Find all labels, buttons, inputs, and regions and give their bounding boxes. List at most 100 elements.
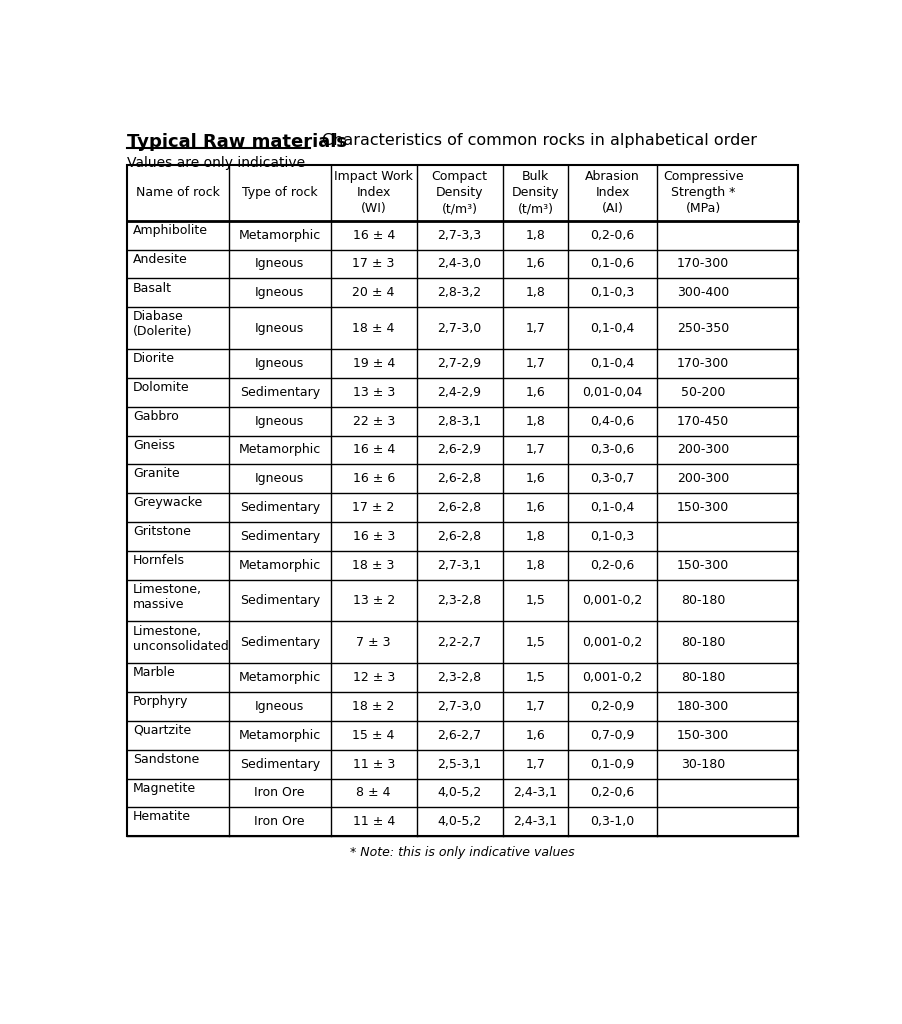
Text: Marble: Marble (133, 667, 176, 679)
Text: Igneous: Igneous (255, 356, 304, 370)
Text: 0,001-0,2: 0,001-0,2 (583, 671, 643, 684)
Text: 11 ± 3: 11 ± 3 (353, 758, 395, 771)
Text: 30-180: 30-180 (681, 758, 725, 771)
Text: Hornfels: Hornfels (133, 554, 185, 567)
Text: Magnetite: Magnetite (133, 781, 196, 795)
Text: Sedimentary: Sedimentary (240, 386, 320, 398)
Text: 15 ± 4: 15 ± 4 (353, 729, 395, 741)
Text: 1,8: 1,8 (526, 228, 546, 242)
Text: 2,7-3,1: 2,7-3,1 (437, 559, 482, 572)
Text: 17 ± 2: 17 ± 2 (353, 501, 395, 514)
Text: Gabbro: Gabbro (133, 410, 179, 423)
Text: 4,0-5,2: 4,0-5,2 (437, 786, 482, 800)
Text: 0,1-0,9: 0,1-0,9 (591, 758, 635, 771)
Text: 1,7: 1,7 (526, 356, 546, 370)
Text: 1,5: 1,5 (526, 594, 546, 607)
Text: 1,6: 1,6 (526, 472, 546, 485)
Text: 170-300: 170-300 (677, 356, 730, 370)
Text: Granite: Granite (133, 467, 179, 480)
Text: Igneous: Igneous (255, 287, 304, 299)
Text: 18 ± 4: 18 ± 4 (353, 322, 395, 335)
Text: Metamorphic: Metamorphic (239, 228, 321, 242)
Text: 16 ± 4: 16 ± 4 (353, 228, 395, 242)
Text: 0,4-0,6: 0,4-0,6 (591, 415, 635, 428)
Text: 150-300: 150-300 (677, 559, 730, 572)
Text: Typical Raw materials: Typical Raw materials (126, 133, 346, 151)
Text: 2,8-3,2: 2,8-3,2 (437, 287, 482, 299)
Text: 1,6: 1,6 (526, 501, 546, 514)
Text: Igneous: Igneous (255, 257, 304, 270)
Text: 150-300: 150-300 (677, 501, 730, 514)
Text: 16 ± 4: 16 ± 4 (353, 443, 395, 457)
Text: 19 ± 4: 19 ± 4 (353, 356, 395, 370)
Text: 2,7-2,9: 2,7-2,9 (437, 356, 482, 370)
Text: Gneiss: Gneiss (133, 438, 175, 452)
Text: 0,001-0,2: 0,001-0,2 (583, 636, 643, 649)
Text: 2,3-2,8: 2,3-2,8 (437, 671, 482, 684)
Text: Characteristics of common rocks in alphabetical order: Characteristics of common rocks in alpha… (321, 133, 757, 147)
Text: 0,1-0,4: 0,1-0,4 (591, 356, 635, 370)
Text: 0,1-0,4: 0,1-0,4 (591, 501, 635, 514)
Text: 17 ± 3: 17 ± 3 (353, 257, 395, 270)
Text: 4,0-5,2: 4,0-5,2 (437, 815, 482, 828)
Text: 1,8: 1,8 (526, 415, 546, 428)
Text: Sedimentary: Sedimentary (240, 530, 320, 543)
Text: 0,1-0,3: 0,1-0,3 (591, 287, 635, 299)
Text: 0,3-0,7: 0,3-0,7 (591, 472, 635, 485)
Text: 16 ± 6: 16 ± 6 (353, 472, 395, 485)
Text: 18 ± 3: 18 ± 3 (353, 559, 395, 572)
Text: 2,6-2,9: 2,6-2,9 (437, 443, 482, 457)
Text: 0,3-0,6: 0,3-0,6 (591, 443, 635, 457)
Text: 1,6: 1,6 (526, 386, 546, 398)
Text: 2,5-3,1: 2,5-3,1 (437, 758, 482, 771)
Text: 80-180: 80-180 (681, 671, 725, 684)
Text: Sedimentary: Sedimentary (240, 636, 320, 649)
Text: Metamorphic: Metamorphic (239, 559, 321, 572)
Text: 2,4-3,1: 2,4-3,1 (513, 815, 557, 828)
Text: 2,6-2,8: 2,6-2,8 (437, 501, 482, 514)
Text: 7 ± 3: 7 ± 3 (356, 636, 391, 649)
Text: 1,7: 1,7 (526, 699, 546, 713)
Text: 300-400: 300-400 (677, 287, 730, 299)
Text: 1,5: 1,5 (526, 671, 546, 684)
Text: Quartzite: Quartzite (133, 724, 191, 737)
Text: Impact Work
Index
(WI): Impact Work Index (WI) (335, 170, 413, 215)
Text: 1,7: 1,7 (526, 758, 546, 771)
Bar (126, 165, 798, 837)
Text: Porphyry: Porphyry (133, 695, 189, 708)
Text: Limestone,
massive: Limestone, massive (133, 583, 202, 611)
Text: 13 ± 3: 13 ± 3 (353, 386, 395, 398)
Text: 1,7: 1,7 (526, 443, 546, 457)
Text: Metamorphic: Metamorphic (239, 443, 321, 457)
Text: 0,1-0,3: 0,1-0,3 (591, 530, 635, 543)
Text: Andesite: Andesite (133, 253, 188, 265)
Text: Sedimentary: Sedimentary (240, 594, 320, 607)
Text: 0,1-0,4: 0,1-0,4 (591, 322, 635, 335)
Text: 2,7-3,0: 2,7-3,0 (437, 699, 482, 713)
Text: Metamorphic: Metamorphic (239, 729, 321, 741)
Text: 1,8: 1,8 (526, 287, 546, 299)
Text: 2,4-3,0: 2,4-3,0 (437, 257, 482, 270)
Text: * Note: this is only indicative values: * Note: this is only indicative values (350, 846, 575, 858)
Text: 1,5: 1,5 (526, 636, 546, 649)
Text: 0,01-0,04: 0,01-0,04 (583, 386, 643, 398)
Text: Sedimentary: Sedimentary (240, 501, 320, 514)
Text: Dolomite: Dolomite (133, 381, 189, 394)
Text: 8 ± 4: 8 ± 4 (356, 786, 391, 800)
Text: 80-180: 80-180 (681, 594, 725, 607)
Text: 1,8: 1,8 (526, 559, 546, 572)
Text: 1,8: 1,8 (526, 530, 546, 543)
Text: Sedimentary: Sedimentary (240, 758, 320, 771)
Text: 2,6-2,8: 2,6-2,8 (437, 530, 482, 543)
Text: 16 ± 3: 16 ± 3 (353, 530, 395, 543)
Text: Gritstone: Gritstone (133, 525, 191, 539)
Text: 1,6: 1,6 (526, 257, 546, 270)
Text: Compressive
Strength *
(MPa): Compressive Strength * (MPa) (663, 170, 743, 215)
Text: Limestone,
unconsolidated: Limestone, unconsolidated (133, 625, 228, 652)
Text: Iron Ore: Iron Ore (254, 815, 305, 828)
Text: 2,7-3,3: 2,7-3,3 (437, 228, 482, 242)
Text: 2,8-3,1: 2,8-3,1 (437, 415, 482, 428)
Text: 200-300: 200-300 (677, 443, 730, 457)
Text: Name of rock: Name of rock (136, 186, 220, 200)
Text: 50-200: 50-200 (681, 386, 725, 398)
